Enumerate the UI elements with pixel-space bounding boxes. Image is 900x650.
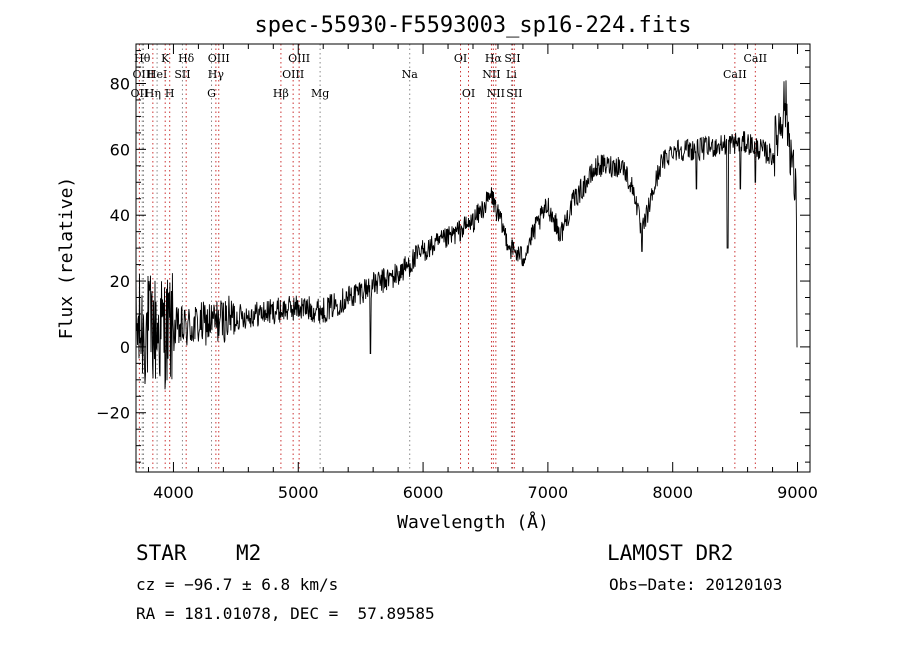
red-marker-label-12-0: NII — [482, 68, 500, 81]
red-marker-label-6-0: OIII — [208, 52, 230, 65]
y-tick-label-60: 60 — [110, 140, 130, 159]
y-tick-label-0: 0 — [120, 338, 130, 357]
x-tick-label-7000: 7000 — [528, 483, 569, 502]
y-tick-label-20: 20 — [110, 272, 130, 291]
object-class: STAR — [136, 541, 187, 565]
x-axis-label: Wavelength (Å) — [397, 511, 549, 533]
gray-marker-label-0-0: Hθ — [134, 52, 151, 65]
gray-marker-label-5-0: Mg — [311, 87, 329, 100]
red-marker-label-9-0: OIII — [288, 52, 310, 65]
y-tick-label-80: 80 — [110, 75, 130, 94]
red-marker-label-2-0: K — [161, 52, 170, 65]
red-marker-label-8-0: OIII — [282, 68, 304, 81]
red-marker-label-4-0: Hδ — [178, 52, 195, 65]
spectrum-series-flux — [136, 80, 798, 390]
gray-marker-label-2-0: HeI — [147, 68, 167, 81]
redshift-velocity: cz = −96.7 ± 6.8 km/s — [136, 575, 339, 594]
red-marker-label-5-0: Hγ — [208, 68, 225, 81]
red-marker-label-11-0: OI — [462, 87, 475, 100]
y-tick-label-40: 40 — [110, 206, 130, 225]
x-tick-label-4000: 4000 — [153, 483, 194, 502]
survey-name: LAMOST DR2 — [607, 541, 734, 565]
gray-marker-label-1-0: OIII — [132, 68, 154, 81]
red-marker-label-3-0: H — [165, 87, 175, 100]
chart-title: spec-55930-F5593003_sp16-224.fits — [254, 13, 691, 38]
red-marker-label-7-0: Hβ — [273, 87, 289, 100]
x-tick-label-8000: 8000 — [652, 483, 693, 502]
red-marker-label-17-0: CaII — [723, 68, 747, 81]
y-tick-label--20: −20 — [96, 404, 130, 423]
red-marker-label-0-0: OII — [131, 87, 149, 100]
x-tick-label-6000: 6000 — [403, 483, 444, 502]
coordinates: RA = 181.01078, DEC = 57.89585 — [136, 604, 435, 623]
observation-date: Obs−Date: 20120103 — [609, 575, 783, 594]
plot-frame — [135, 43, 811, 473]
red-marker-label-18-0: CaII — [743, 52, 767, 65]
gray-marker-label-6-0: Na — [402, 68, 419, 81]
red-marker-label-13-0: Hα — [485, 52, 503, 65]
red-marker-label-16-0: SII — [506, 87, 522, 100]
y-axis-label: Flux (relative) — [56, 177, 77, 340]
gray-marker-label-7-0: Li — [506, 68, 517, 81]
red-marker-label-15-0: SII — [504, 52, 520, 65]
x-tick-label-5000: 5000 — [278, 483, 319, 502]
gray-marker-label-4-0: G — [207, 87, 216, 100]
axes: 4000 5000 6000 7000 8000 9000 −20 0 20 40 60 80 — [96, 44, 818, 502]
object-subclass: M2 — [236, 541, 262, 565]
red-marker-label-14-0: NII — [487, 87, 505, 100]
gray-marker-label-3-0: SII — [174, 68, 190, 81]
x-tick-label-9000: 9000 — [777, 483, 818, 502]
red-marker-label-10-0: OI — [454, 52, 467, 65]
red-marker-label-1-0: Hη — [145, 87, 161, 100]
